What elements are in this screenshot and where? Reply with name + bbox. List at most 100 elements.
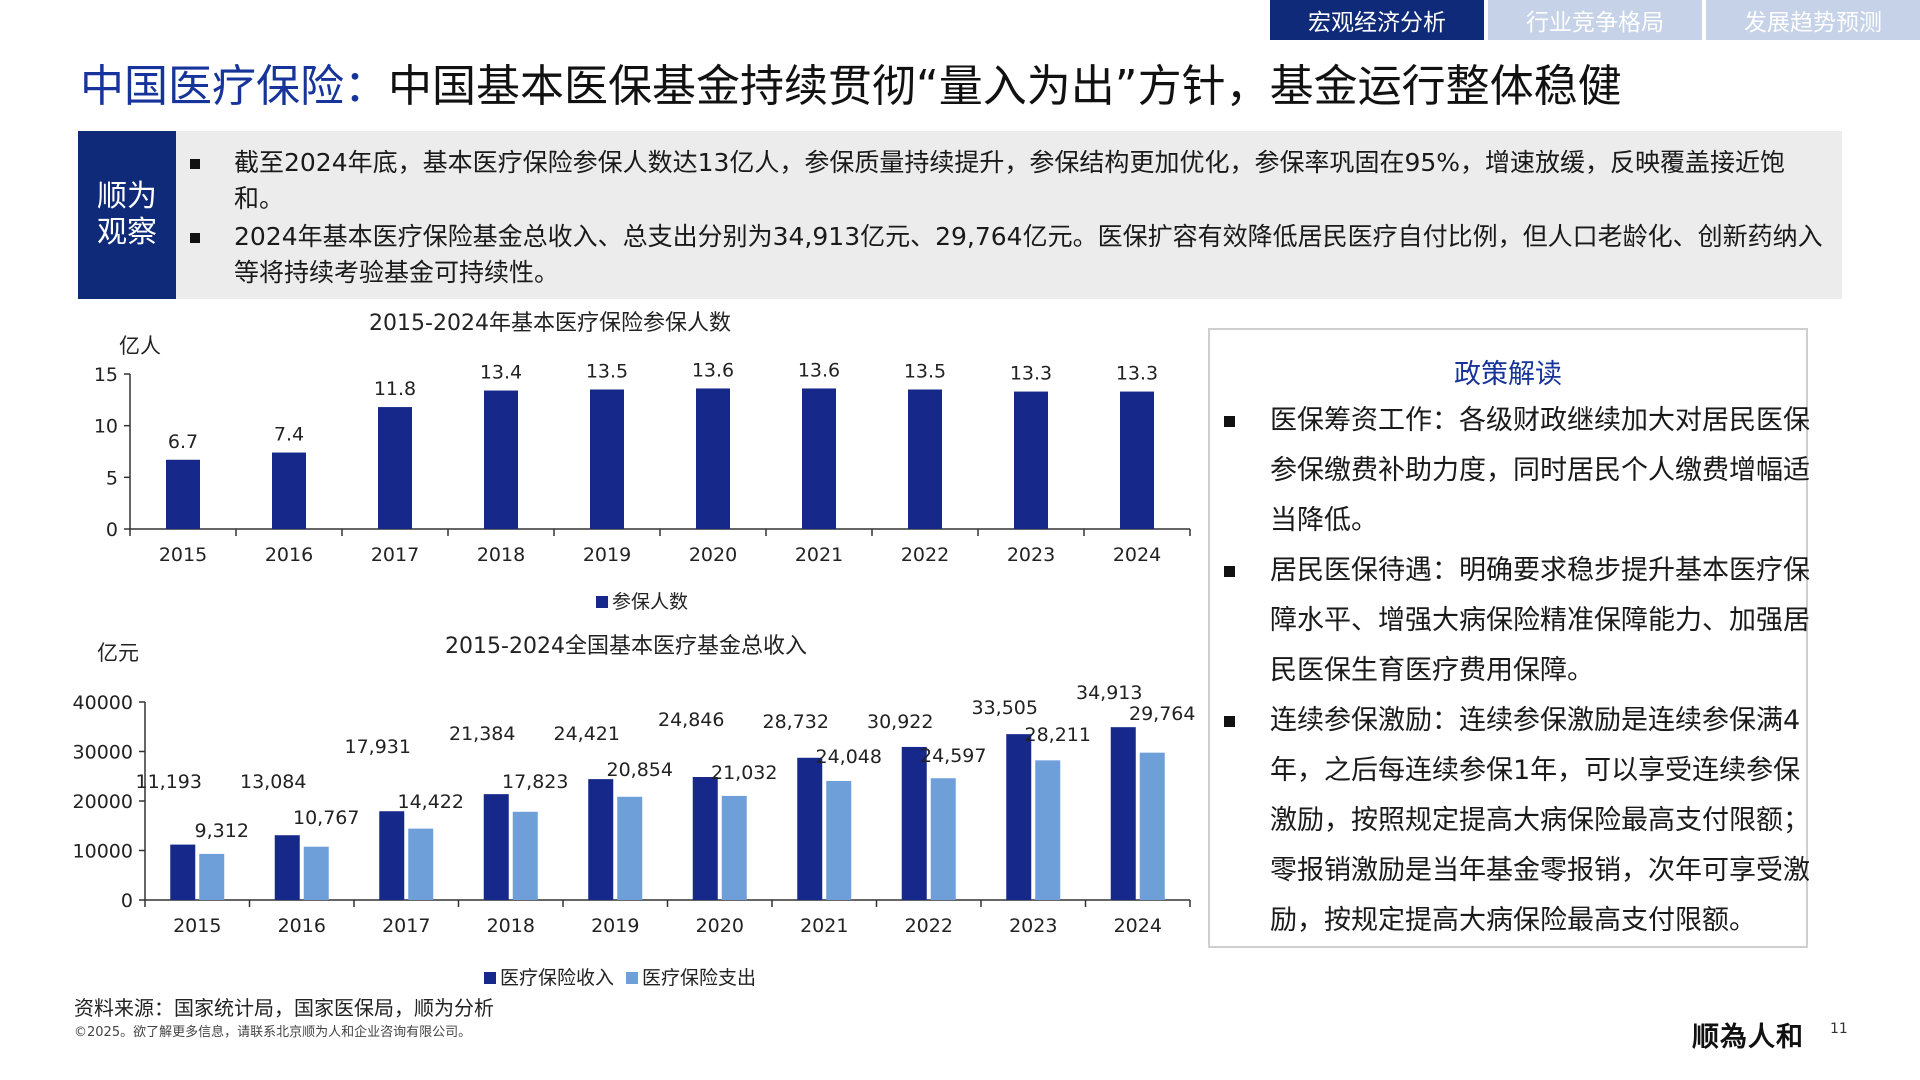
tab-industry-competition[interactable]: 行业竞争格局: [1488, 0, 1702, 40]
bar-primary: [901, 746, 927, 900]
policy-title: 政策解读: [1454, 359, 1562, 390]
bar-primary: [483, 794, 509, 900]
policy-panel: 政策解读 医保筹资工作：各级财政继续加大对居民医保参保缴费补助力度，同时居民个人…: [1208, 328, 1810, 948]
bullet-square-icon: [1224, 416, 1235, 427]
bar-secondary: [1139, 752, 1165, 900]
data-label: 28,211: [1025, 724, 1091, 746]
legend-label: 参保人数: [612, 591, 688, 613]
data-label: 33,505: [972, 697, 1038, 719]
policy-item-text: 居民医保待遇：明确要求稳步提升基本医疗保障水平、增强大病保险精准保障能力、加强居…: [1270, 555, 1810, 686]
data-label: 30,922: [867, 711, 933, 733]
data-label: 13.6: [798, 359, 840, 381]
bar-secondary: [617, 796, 643, 900]
y-tick-label: 0: [121, 890, 133, 912]
bar-secondary: [721, 795, 747, 900]
data-label: 34,913: [1076, 682, 1142, 704]
bar-secondary: [408, 828, 434, 900]
x-tick-label: 2017: [371, 544, 419, 566]
y-tick-label: 0: [106, 519, 118, 541]
data-label: 7.4: [274, 424, 304, 446]
y-axis-label: 亿人: [119, 334, 161, 358]
data-label: 9,312: [195, 820, 249, 842]
bar-primary: [1014, 391, 1048, 529]
observation-panel: 顺为观察 截至2024年底，基本医疗保险参保人数达13亿人，参保质量持续提升，参…: [78, 131, 1842, 299]
data-label: 21,032: [711, 762, 777, 784]
x-tick-label: 2023: [1009, 915, 1057, 937]
bar-primary: [590, 389, 624, 529]
x-tick-label: 2018: [487, 915, 535, 937]
y-tick-label: 20000: [73, 791, 133, 813]
tab-trend-forecast[interactable]: 发展趋势预测: [1706, 0, 1920, 40]
x-tick-label: 2020: [696, 915, 744, 937]
page-number: 11: [1830, 1021, 1848, 1037]
chart-title: 2015-2024年基本医疗保险参保人数: [369, 311, 731, 336]
data-label: 13.6: [692, 359, 734, 381]
bar-secondary: [303, 846, 329, 900]
y-tick-label: 5: [106, 467, 118, 489]
x-tick-label: 2016: [265, 544, 313, 566]
observation-label: 顺为观察: [78, 131, 176, 299]
section-tabs: 宏观经济分析 行业竞争格局 发展趋势预测: [1266, 0, 1920, 40]
legend-label: 医疗保险收入: [500, 967, 614, 989]
bullet-square-icon: [190, 233, 200, 243]
y-axis-label: 亿元: [97, 641, 139, 665]
bullet-square-icon: [1224, 566, 1235, 577]
page-title-headline: 中国基本医保基金持续贯彻“量入为出”方针，基金运行整体稳健: [388, 61, 1622, 112]
data-label: 11,193: [136, 771, 202, 793]
chart-title: 2015-2024全国基本医疗基金总收入: [445, 634, 807, 659]
bar-secondary: [930, 778, 956, 900]
source-note: 资料来源：国家统计局，国家医保局，顺为分析: [74, 996, 494, 1020]
policy-item-text: 连续参保激励：连续参保激励是连续参保满4年，之后每连续参保1年，可以享受连续参保…: [1270, 705, 1810, 936]
bullet-square-icon: [190, 159, 200, 169]
policy-item: 医保筹资工作：各级财政继续加大对居民医保参保缴费补助力度，同时居民个人缴费增幅适…: [1224, 396, 1814, 546]
x-tick-label: 2018: [477, 544, 525, 566]
bar-secondary: [1035, 760, 1061, 900]
x-tick-label: 2021: [800, 915, 848, 937]
policy-item: 连续参保激励：连续参保激励是连续参保满4年，之后每连续参保1年，可以享受连续参保…: [1224, 696, 1814, 946]
bar-primary: [692, 777, 718, 900]
data-label: 29,764: [1129, 703, 1195, 725]
x-tick-label: 2024: [1114, 915, 1162, 937]
policy-item-text: 医保筹资工作：各级财政继续加大对居民医保参保缴费补助力度，同时居民个人缴费增幅适…: [1270, 405, 1810, 536]
x-tick-label: 2022: [901, 544, 949, 566]
observation-bullet: 截至2024年底，基本医疗保险参保人数达13亿人，参保质量持续提升，参保结构更加…: [190, 145, 1830, 217]
data-label: 17,931: [345, 736, 411, 758]
observation-bullet-text: 2024年基本医疗保险基金总收入、总支出分别为34,913亿元、29,764亿元…: [234, 222, 1823, 287]
data-label: 21,384: [449, 723, 515, 745]
bar-primary: [1110, 727, 1136, 900]
observation-bullet-text: 截至2024年底，基本医疗保险参保人数达13亿人，参保质量持续提升，参保结构更加…: [234, 148, 1786, 213]
y-tick-label: 40000: [73, 692, 133, 714]
bar-primary: [802, 388, 836, 529]
bar-primary: [170, 844, 196, 900]
x-tick-label: 2022: [905, 915, 953, 937]
data-label: 24,048: [816, 746, 882, 768]
data-label: 11.8: [374, 378, 416, 400]
bar-primary: [379, 811, 405, 900]
x-tick-label: 2019: [591, 915, 639, 937]
data-label: 24,597: [920, 745, 986, 767]
data-label: 14,422: [398, 791, 464, 813]
x-tick-label: 2019: [583, 544, 631, 566]
bar-primary: [797, 757, 823, 900]
y-tick-label: 10000: [73, 841, 133, 863]
y-tick-label: 15: [94, 364, 118, 386]
data-label: 13.3: [1116, 363, 1158, 385]
data-label: 20,854: [607, 759, 673, 781]
data-label: 17,823: [502, 771, 568, 793]
tab-macro-economy[interactable]: 宏观经济分析: [1270, 0, 1484, 40]
data-label: 6.7: [168, 431, 198, 453]
legend-label: 医疗保险支出: [642, 967, 756, 989]
y-tick-label: 30000: [73, 742, 133, 764]
data-label: 13,084: [240, 771, 306, 793]
data-label: 24,421: [554, 723, 620, 745]
bar-secondary: [826, 780, 852, 900]
x-tick-label: 2017: [382, 915, 430, 937]
bar-primary: [1120, 391, 1154, 529]
x-tick-label: 2015: [159, 544, 207, 566]
y-tick-label: 10: [94, 416, 118, 438]
bar-primary: [378, 407, 412, 529]
data-label: 24,846: [658, 709, 724, 731]
data-label: 13.4: [480, 362, 522, 384]
data-label: 13.5: [586, 361, 628, 383]
